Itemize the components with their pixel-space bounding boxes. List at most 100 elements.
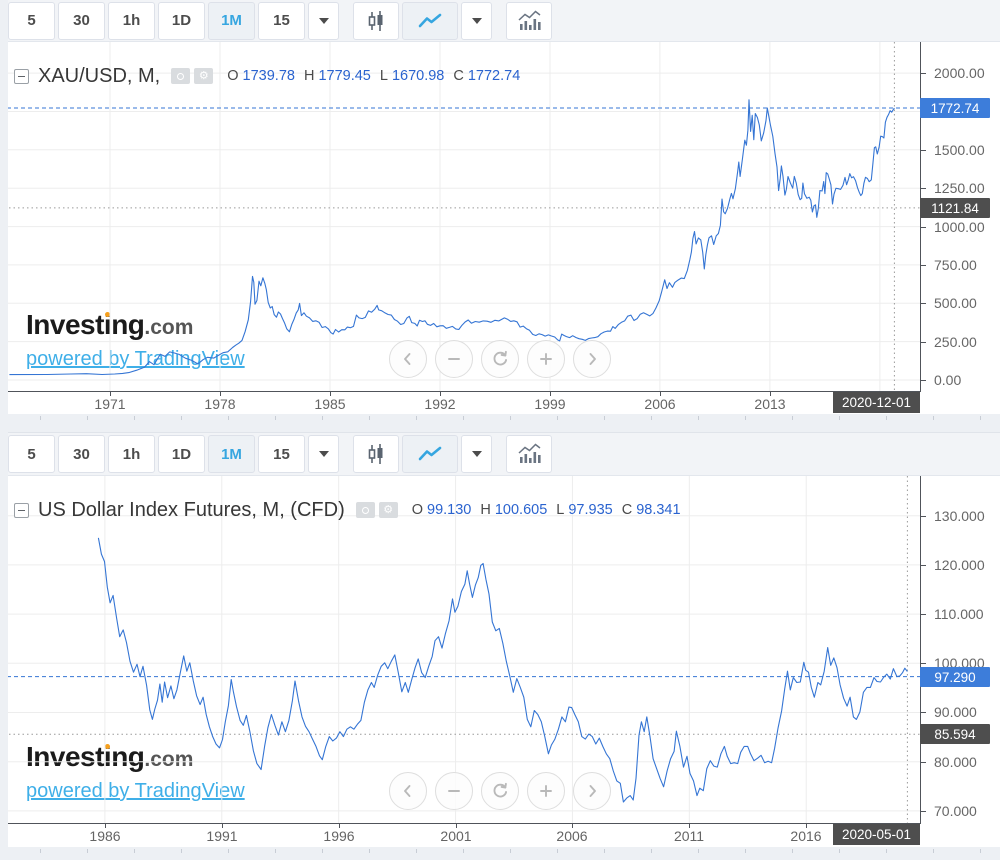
time-axis-label: 2006 <box>556 828 588 844</box>
price-line-chart[interactable] <box>0 42 920 392</box>
price-axis-label: 110.000 <box>934 606 984 622</box>
zoom-in-button[interactable] <box>527 772 565 810</box>
interval-button-1h[interactable]: 1h <box>108 1 155 40</box>
time-axis[interactable]: 1986 1991 1996 2001 2006 2011 2016 2020-05-01 <box>0 824 1000 847</box>
last-date-badge: 2020-12-01 <box>832 392 920 413</box>
time-tick <box>806 824 807 828</box>
price-axis-label: 0.00 <box>934 372 962 388</box>
symbol-title: XAU/USD, M, <box>38 64 161 87</box>
time-tick <box>572 824 573 828</box>
reset-view-button[interactable] <box>481 772 519 810</box>
ohlc-value: 1670.98 <box>391 68 445 84</box>
zoom-out-button[interactable] <box>435 340 473 378</box>
scroll-right-icon <box>589 785 596 797</box>
chart-toolbar: 5 30 1h 1D 1M 15 <box>0 0 1000 42</box>
indicators-icon[interactable] <box>506 1 552 40</box>
price-tick <box>921 342 926 343</box>
current-price-badge: 97.290 <box>920 667 990 687</box>
price-series-line <box>97 537 908 803</box>
price-axis-label: 500.00 <box>934 295 977 311</box>
plot-bottom-border <box>0 823 920 824</box>
candlestick-chart-icon[interactable] <box>353 1 399 40</box>
scroll-right-button[interactable] <box>573 340 611 378</box>
pane-separator <box>0 414 1000 432</box>
chart-panel-dxy: 5 30 1h 1D 1M 15 Investing .com powered by Tra… <box>0 432 1000 860</box>
zoom-out-button[interactable] <box>435 772 473 810</box>
interval-button-1d[interactable]: 1D <box>158 435 205 473</box>
price-tick <box>921 265 926 266</box>
interval-button-5[interactable]: 5 <box>8 435 55 473</box>
interval-button-1h[interactable]: 1h <box>108 435 155 473</box>
interval-button-30[interactable]: 30 <box>58 435 105 473</box>
time-tick <box>456 824 457 828</box>
interval-button-1d[interactable]: 1D <box>158 1 205 40</box>
chart-nav-controls <box>385 772 615 810</box>
logo-brand-text: Investing <box>26 309 145 340</box>
ohlc-key: H <box>480 502 491 518</box>
ohlc-values: O 99.130 H 100.605 L 97.935 C 98.341 <box>412 502 690 518</box>
scroll-left-icon <box>404 353 411 365</box>
chart-plot-area[interactable]: Investing .com powered by TradingView XAU… <box>0 42 1000 392</box>
interval-button-15[interactable]: 15 <box>258 435 305 473</box>
interval-button-1m[interactable]: 1M <box>208 435 255 473</box>
interval-button-15[interactable]: 15 <box>258 1 305 40</box>
collapse-pane-icon[interactable] <box>14 502 29 518</box>
scroll-left-button[interactable] <box>389 340 427 378</box>
interval-button-1m[interactable]: 1M <box>208 1 255 40</box>
chart-plot-area[interactable]: Investing .com powered by TradingView US … <box>0 476 1000 824</box>
price-tick <box>921 762 926 763</box>
ohlc-value: 99.130 <box>427 502 472 518</box>
price-tick <box>921 811 926 812</box>
price-axis[interactable]: 130.000 120.000 110.000 100.000 90.000 80.000… <box>920 476 1000 824</box>
chart-type-caret-down-icon[interactable] <box>461 1 492 40</box>
ohlc-key: O <box>227 68 239 84</box>
zoom-out-icon <box>448 358 460 360</box>
interval-button-5[interactable]: 5 <box>8 1 55 40</box>
price-series-line <box>9 99 895 376</box>
time-axis[interactable]: 1971 1978 1985 1992 1999 2006 2013 2020-12-01 <box>0 392 1000 414</box>
ohlc-value: 1772.74 <box>467 68 521 84</box>
investing-logo[interactable]: Investing .com powered by TradingView <box>26 311 245 371</box>
price-tick <box>921 565 926 566</box>
powered-by-tradingview-link[interactable]: powered by TradingView <box>26 780 245 802</box>
left-gutter <box>0 0 8 860</box>
time-tick <box>330 392 331 396</box>
indicators-icon[interactable] <box>506 435 552 473</box>
scroll-right-icon <box>589 353 596 365</box>
line-chart-icon[interactable] <box>402 1 458 40</box>
powered-by-tradingview-link[interactable]: powered by TradingView <box>26 348 245 370</box>
investing-logo-wordmark: Investing .com <box>26 311 245 344</box>
interval-caret-down-icon[interactable] <box>308 1 339 40</box>
investing-logo[interactable]: Investing .com powered by TradingView <box>26 743 245 803</box>
time-axis-label: 1996 <box>323 828 355 844</box>
interval-caret-down-icon[interactable] <box>308 435 339 473</box>
line-chart-icon[interactable] <box>402 435 458 473</box>
time-axis-label: 1978 <box>204 396 236 412</box>
hollow-circle-icon[interactable] <box>355 502 375 518</box>
price-axis-label: 70.000 <box>934 803 977 819</box>
price-tick <box>921 188 926 189</box>
logo-brand-text: Investing <box>26 741 145 772</box>
candlestick-chart-icon[interactable] <box>353 435 399 473</box>
logo-suffix-text: .com <box>144 748 194 771</box>
price-line-chart[interactable] <box>0 476 920 824</box>
ohlc-key: C <box>453 68 464 84</box>
price-tick <box>921 150 926 151</box>
scroll-right-button[interactable] <box>573 772 611 810</box>
collapse-pane-icon[interactable] <box>14 68 29 84</box>
gear-icon[interactable]: ⚙ <box>378 502 398 518</box>
time-tick <box>110 392 111 396</box>
reset-view-button[interactable] <box>481 340 519 378</box>
scroll-left-button[interactable] <box>389 772 427 810</box>
price-tick <box>921 73 926 74</box>
chart-type-caret-down-icon[interactable] <box>461 435 492 473</box>
hollow-circle-icon[interactable] <box>171 68 191 84</box>
ohlc-values: O 1739.78 H 1779.45 L 1670.98 C 1772.74 <box>227 68 529 84</box>
price-axis[interactable]: 2000.00 1500.00 1250.00 1000.00 750.00 500.00… <box>920 42 1000 392</box>
ohlc-value: 1739.78 <box>242 68 295 84</box>
investing-logo-wordmark: Investing .com <box>26 743 245 776</box>
interval-button-30[interactable]: 30 <box>58 1 105 40</box>
ohlc-key: L <box>379 68 388 84</box>
gear-icon[interactable]: ⚙ <box>194 68 214 84</box>
zoom-in-button[interactable] <box>527 340 565 378</box>
